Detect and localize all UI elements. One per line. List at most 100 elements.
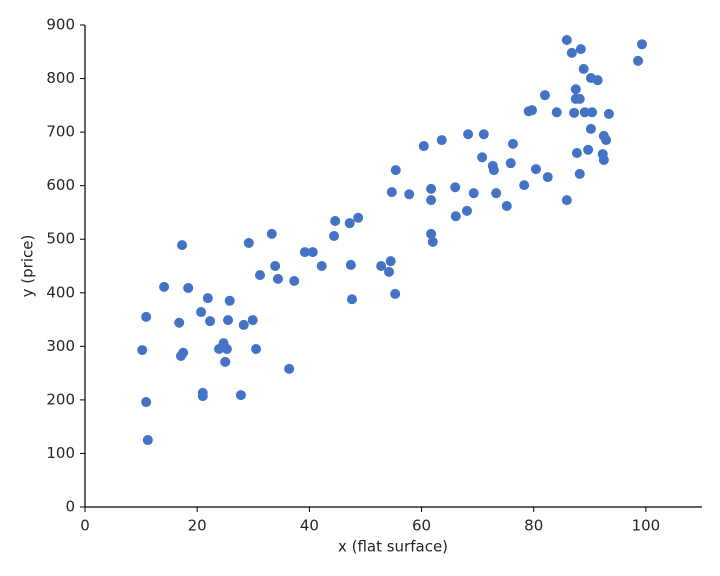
point <box>235 390 246 401</box>
point <box>598 154 609 165</box>
point <box>501 201 512 212</box>
point <box>386 187 397 198</box>
point <box>418 141 429 152</box>
point <box>579 107 590 118</box>
point <box>243 237 254 248</box>
point <box>574 168 585 179</box>
point <box>603 108 614 119</box>
y-tick-label: 600 <box>46 176 75 194</box>
y-tick-label: 400 <box>46 283 75 301</box>
y-tick-label: 200 <box>46 390 75 408</box>
point <box>270 261 281 271</box>
x-axis-label: x (flat surface) <box>338 538 448 556</box>
x-tick-label: 40 <box>300 517 319 535</box>
point <box>137 345 148 356</box>
point <box>178 347 189 358</box>
point <box>450 211 461 222</box>
point <box>574 93 585 104</box>
point <box>307 247 318 258</box>
point <box>404 189 415 200</box>
point <box>561 34 572 45</box>
point <box>197 391 208 402</box>
point <box>542 172 553 183</box>
y-tick-label: 0 <box>65 498 75 516</box>
point <box>390 165 401 176</box>
point <box>221 344 232 355</box>
point <box>329 231 340 242</box>
point <box>478 129 489 140</box>
y-tick-label: 900 <box>46 16 75 34</box>
point <box>289 275 300 286</box>
point <box>583 144 594 155</box>
point <box>570 84 581 95</box>
point <box>592 75 603 86</box>
point <box>569 107 580 118</box>
point <box>183 282 194 293</box>
point <box>385 256 396 267</box>
point <box>461 205 472 216</box>
point <box>141 397 152 408</box>
point <box>519 180 530 191</box>
point <box>299 247 310 258</box>
point <box>284 363 295 374</box>
x-tick-label: 100 <box>632 517 661 535</box>
point <box>159 281 170 292</box>
point <box>427 236 438 247</box>
point <box>527 105 538 116</box>
y-tick-label: 500 <box>46 230 75 248</box>
point <box>426 228 437 239</box>
point <box>463 129 474 140</box>
point <box>255 270 266 281</box>
point <box>477 152 488 163</box>
y-tick-label: 100 <box>46 444 75 462</box>
point <box>142 435 153 446</box>
point <box>426 195 437 206</box>
point <box>578 63 589 74</box>
point <box>238 319 249 330</box>
point <box>196 307 207 318</box>
point <box>353 212 364 223</box>
point <box>220 356 231 367</box>
y-tick-label: 300 <box>46 337 75 355</box>
point <box>507 138 518 149</box>
point <box>346 294 357 305</box>
point <box>426 183 437 194</box>
point <box>468 188 479 199</box>
point <box>636 39 647 50</box>
point <box>224 295 235 306</box>
point <box>505 158 516 169</box>
point <box>585 123 596 134</box>
x-tick-label: 80 <box>524 517 543 535</box>
point <box>223 315 234 326</box>
point <box>566 47 577 58</box>
point <box>601 135 612 146</box>
point <box>251 344 262 355</box>
point <box>571 147 582 158</box>
y-axis-label: y (price) <box>19 235 37 298</box>
point <box>450 182 461 193</box>
point <box>376 261 387 271</box>
y-tick-label: 700 <box>46 123 75 141</box>
point <box>587 107 598 118</box>
point <box>345 259 356 270</box>
point <box>539 90 550 101</box>
point <box>272 273 283 284</box>
point <box>202 293 213 304</box>
point <box>530 164 541 175</box>
point <box>488 165 499 176</box>
point <box>205 316 216 327</box>
point <box>177 240 188 251</box>
point <box>330 216 341 227</box>
y-tick-label: 800 <box>46 69 75 87</box>
x-tick-label: 20 <box>188 517 207 535</box>
x-tick-label: 60 <box>412 517 431 535</box>
point <box>390 288 401 299</box>
point <box>491 188 502 199</box>
point <box>436 135 447 146</box>
point <box>174 317 185 328</box>
point <box>344 218 355 229</box>
point <box>266 228 277 239</box>
x-tick-label: 0 <box>80 517 90 535</box>
point <box>575 44 586 55</box>
